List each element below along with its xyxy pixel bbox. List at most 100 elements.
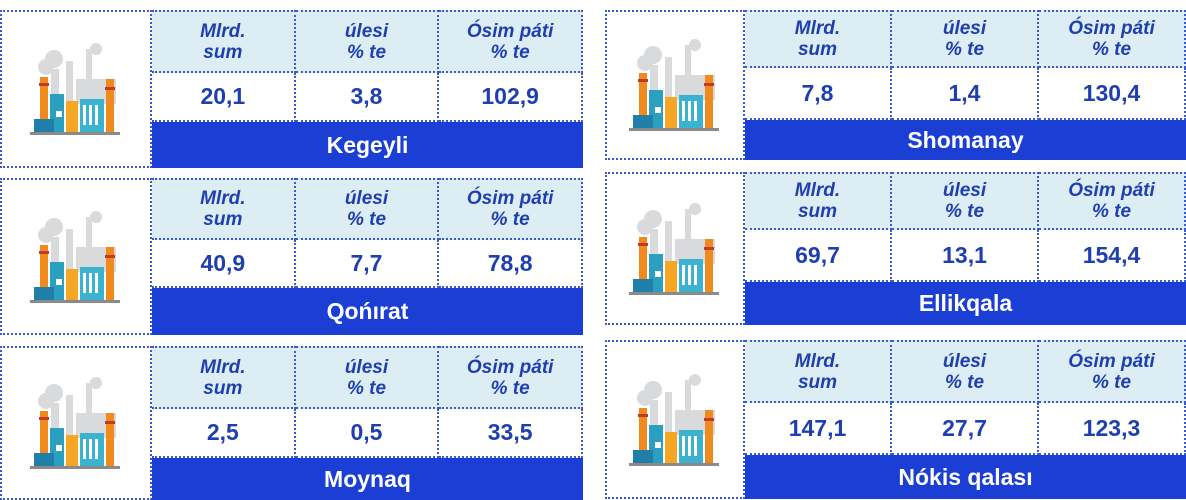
header-text: úlesi <box>345 21 388 42</box>
header-cell: Ósim páti% te <box>1039 172 1186 230</box>
header-cell: Ósim páti% te <box>439 178 583 240</box>
header-text: % te <box>491 209 530 230</box>
factory-icon <box>26 207 126 307</box>
factory-icon <box>625 370 725 470</box>
value-cell: 20,1 <box>152 73 296 122</box>
value-cell: 2,5 <box>152 409 296 458</box>
header-text: Mlrd. <box>200 21 245 42</box>
value-cell: 0,5 <box>296 409 440 458</box>
header-text: sum <box>798 201 837 222</box>
header-text: sum <box>203 209 242 230</box>
header-text: % te <box>1092 372 1131 393</box>
value-text: 69,7 <box>795 242 840 269</box>
header-cell: Mlrd.sum <box>745 172 892 230</box>
header-cell: Ósim páti% te <box>1039 340 1186 403</box>
header-cell: Ósim páti% te <box>439 346 583 409</box>
header-cell: Ósim páti% te <box>1039 10 1186 68</box>
factory-icon <box>26 373 126 473</box>
value-text: 0,5 <box>350 419 382 446</box>
header-cell: úlesi% te <box>296 346 440 409</box>
header-text: úlesi <box>943 351 986 372</box>
value-cell: 40,9 <box>152 240 296 288</box>
header-text: % te <box>945 372 984 393</box>
value-text: 20,1 <box>200 83 245 110</box>
icon-cell <box>605 172 745 325</box>
region-name-text: Ellikqala <box>919 290 1012 317</box>
region-name: Ellikqala <box>745 282 1186 325</box>
header-text: Ósim páti <box>467 21 554 42</box>
header-text: % te <box>491 378 530 399</box>
header-text: úlesi <box>943 18 986 39</box>
header-cell: Mlrd.sum <box>745 340 892 403</box>
header-text: % te <box>491 42 530 63</box>
value-text: 27,7 <box>942 415 987 442</box>
value-text: 123,3 <box>1083 415 1141 442</box>
value-text: 33,5 <box>488 419 533 446</box>
header-text: % te <box>347 209 386 230</box>
header-text: sum <box>203 42 242 63</box>
header-cell: úlesi% te <box>892 340 1039 403</box>
header-text: % te <box>945 39 984 60</box>
header-cell: Mlrd.sum <box>152 178 296 240</box>
value-text: 3,8 <box>350 83 382 110</box>
header-text: Mlrd. <box>795 180 840 201</box>
header-text: Mlrd. <box>795 18 840 39</box>
value-text: 1,4 <box>949 80 981 107</box>
header-text: % te <box>945 201 984 222</box>
value-text: 13,1 <box>942 242 987 269</box>
factory-icon <box>625 35 725 135</box>
region-name: Kegeyli <box>152 122 583 168</box>
value-cell: 33,5 <box>439 409 583 458</box>
value-cell: 7,8 <box>745 68 892 120</box>
header-text: úlesi <box>345 188 388 209</box>
region-name-text: Kegeyli <box>327 132 409 159</box>
header-text: sum <box>203 378 242 399</box>
header-cell: úlesi% te <box>892 172 1039 230</box>
value-cell: 102,9 <box>439 73 583 122</box>
value-cell: 69,7 <box>745 230 892 282</box>
header-text: % te <box>1092 201 1131 222</box>
value-text: 40,9 <box>200 250 245 277</box>
region-name: Moynaq <box>152 458 583 500</box>
factory-icon <box>26 39 126 139</box>
value-cell: 13,1 <box>892 230 1039 282</box>
header-cell: Mlrd.sum <box>745 10 892 68</box>
header-text: úlesi <box>345 357 388 378</box>
value-text: 102,9 <box>481 83 539 110</box>
region-name: Shomanay <box>745 120 1186 160</box>
region-name: Qońırat <box>152 288 583 335</box>
region-name-text: Nókis qalası <box>898 464 1032 491</box>
header-text: sum <box>798 39 837 60</box>
header-cell: Mlrd.sum <box>152 10 296 73</box>
header-text: Ósim páti <box>1068 180 1155 201</box>
value-cell: 27,7 <box>892 403 1039 455</box>
header-text: úlesi <box>943 180 986 201</box>
value-text: 7,7 <box>350 250 382 277</box>
header-text: Mlrd. <box>795 351 840 372</box>
header-text: sum <box>798 372 837 393</box>
value-text: 2,5 <box>207 419 239 446</box>
header-text: % te <box>347 378 386 399</box>
value-text: 147,1 <box>789 415 847 442</box>
value-cell: 7,7 <box>296 240 440 288</box>
factory-icon <box>625 199 725 299</box>
value-cell: 130,4 <box>1039 68 1186 120</box>
value-text: 130,4 <box>1083 80 1141 107</box>
region-name: Nókis qalası <box>745 455 1186 499</box>
region-name-text: Moynaq <box>324 466 411 493</box>
header-cell: Ósim páti% te <box>439 10 583 73</box>
value-text: 154,4 <box>1083 242 1141 269</box>
header-text: Ósim páti <box>1068 18 1155 39</box>
header-cell: úlesi% te <box>296 178 440 240</box>
header-text: % te <box>347 42 386 63</box>
value-cell: 154,4 <box>1039 230 1186 282</box>
icon-cell <box>605 10 745 160</box>
value-cell: 147,1 <box>745 403 892 455</box>
header-text: Mlrd. <box>200 188 245 209</box>
